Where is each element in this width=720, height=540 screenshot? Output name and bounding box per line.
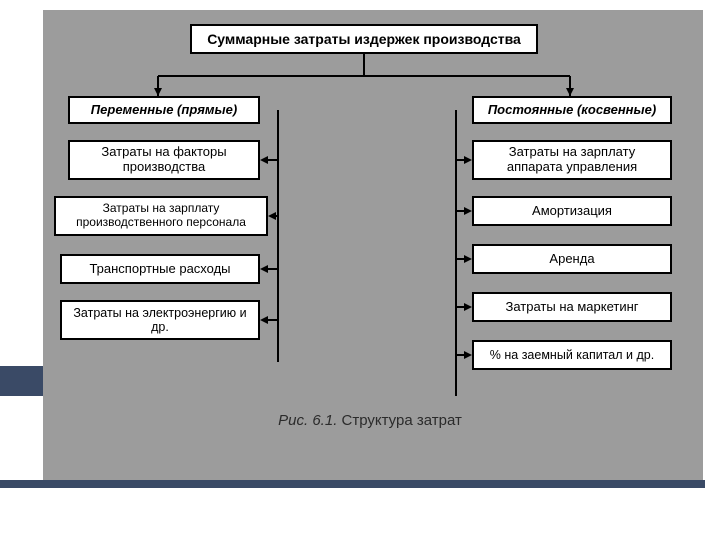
figure-caption-text: Структура затрат bbox=[337, 412, 461, 429]
left-item-label: Транспортные расходы bbox=[89, 262, 230, 277]
right-item: Затраты на маркетинг bbox=[472, 292, 672, 322]
left-item-label: Затраты на зарплату производственного пе… bbox=[62, 202, 260, 230]
right-item: Аренда bbox=[472, 244, 672, 274]
slide-accent-left bbox=[0, 366, 44, 396]
left-item: Затраты на электроэнергию и др. bbox=[60, 300, 260, 340]
right-item-label: % на заемный капитал и др. bbox=[490, 348, 654, 362]
left-item: Транспортные расходы bbox=[60, 254, 260, 284]
diagram-stage: Суммарные затраты издержек производства … bbox=[0, 0, 720, 540]
left-branch-header: Переменные (прямые) bbox=[68, 96, 260, 124]
left-item: Затраты на факторы производства bbox=[68, 140, 260, 180]
right-branch-header: Постоянные (косвенные) bbox=[472, 96, 672, 124]
right-item: Амортизация bbox=[472, 196, 672, 226]
right-item-label: Аренда bbox=[549, 252, 594, 267]
figure-caption: Рис. 6.1. Структура затрат bbox=[220, 412, 520, 434]
right-item-label: Амортизация bbox=[532, 204, 612, 219]
right-item: % на заемный капитал и др. bbox=[472, 340, 672, 370]
left-item: Затраты на зарплату производственного пе… bbox=[54, 196, 268, 236]
right-item-label: Затраты на маркетинг bbox=[505, 300, 638, 315]
figure-caption-prefix: Рис. 6.1. bbox=[278, 412, 337, 429]
slide-accent-bottom bbox=[0, 480, 705, 488]
root-node-label: Суммарные затраты издержек производства bbox=[207, 31, 521, 47]
left-branch-header-label: Переменные (прямые) bbox=[91, 103, 237, 118]
left-item-label: Затраты на факторы производства bbox=[76, 145, 252, 175]
diagram-panel: Суммарные затраты издержек производства … bbox=[43, 10, 703, 480]
right-branch-header-label: Постоянные (косвенные) bbox=[488, 103, 656, 118]
root-node: Суммарные затраты издержек производства bbox=[190, 24, 538, 54]
right-item-label: Затраты на зарплату аппарата управления bbox=[480, 145, 664, 175]
left-item-label: Затраты на электроэнергию и др. bbox=[68, 306, 252, 335]
right-item: Затраты на зарплату аппарата управления bbox=[472, 140, 672, 180]
